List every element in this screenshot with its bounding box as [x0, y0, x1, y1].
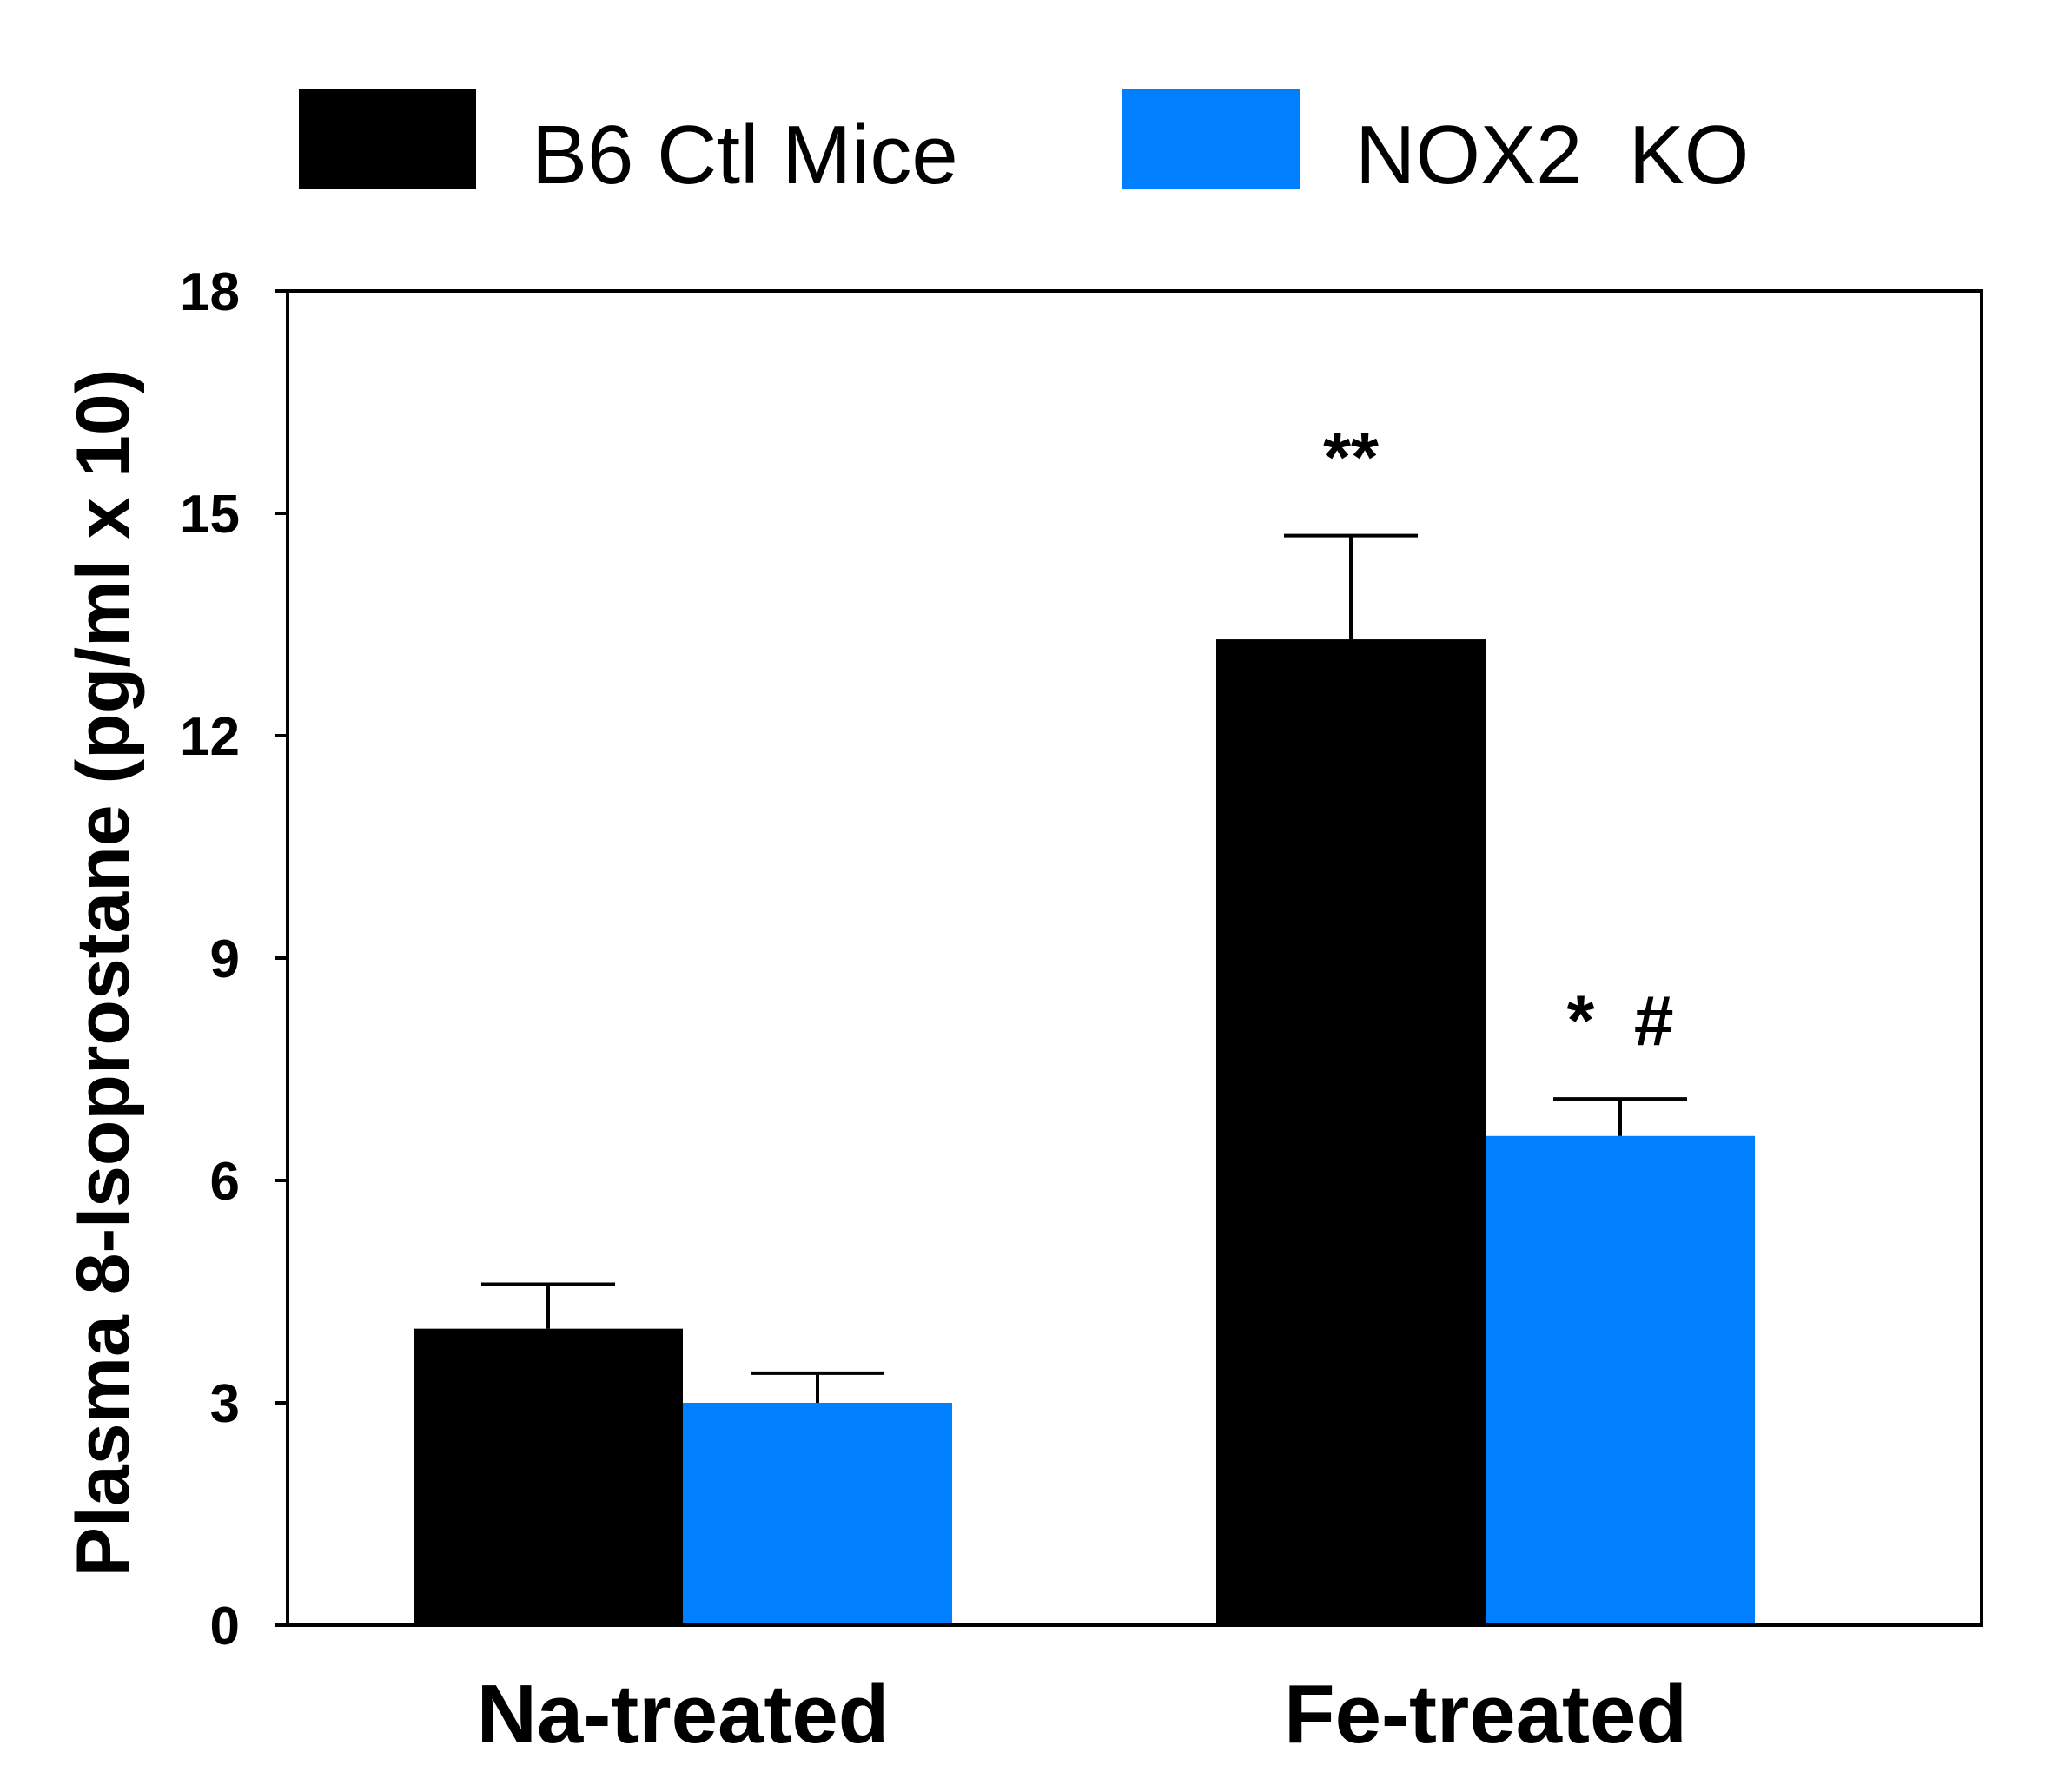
y-tick-label: 12 [180, 707, 240, 767]
y-tick-label: 9 [210, 929, 240, 989]
y-tick-label: 18 [180, 262, 240, 322]
y-tick-label: 3 [210, 1374, 240, 1434]
error-bars [481, 533, 1687, 1403]
x-category-label-na-treated: Na-treated [477, 1668, 890, 1761]
y-axis-ticks: 0 3 6 9 12 15 18 [180, 262, 288, 1656]
legend-swatch-b6-ctl-mice [299, 89, 476, 189]
significance-marker: * # [1566, 982, 1673, 1061]
legend-label-b6-ctl-mice: B6 Ctl Mice [532, 109, 958, 202]
y-tick-label: 0 [210, 1597, 240, 1656]
x-category-label-fe-treated: Fe-treated [1284, 1668, 1687, 1761]
plot-area-frame [286, 289, 1983, 1627]
significance-marker: ** [1323, 419, 1379, 498]
bar-nox2-ko-fe-treated [1486, 1135, 1755, 1625]
legend-label-nox2-ko: NOX2 KO [1355, 109, 1749, 202]
x-axis-category-labels: Na-treated Fe-treated [477, 1668, 1687, 1761]
bars [414, 639, 1755, 1625]
y-axis-label: Plasma 8-Isoprostane (pg/ml x 10) [62, 369, 145, 1577]
bar-nox2-ko-na-treated [683, 1403, 952, 1625]
legend: B6 Ctl Mice NOX2 KO [299, 89, 1749, 202]
y-tick-label: 6 [210, 1152, 240, 1212]
bar-b6-ctl-mice-fe-treated [1216, 639, 1486, 1625]
significance-annotations: ** * # [1323, 419, 1673, 1061]
legend-swatch-nox2-ko [1122, 89, 1300, 189]
y-tick-label: 15 [180, 485, 240, 545]
bar-b6-ctl-mice-na-treated [414, 1328, 683, 1625]
